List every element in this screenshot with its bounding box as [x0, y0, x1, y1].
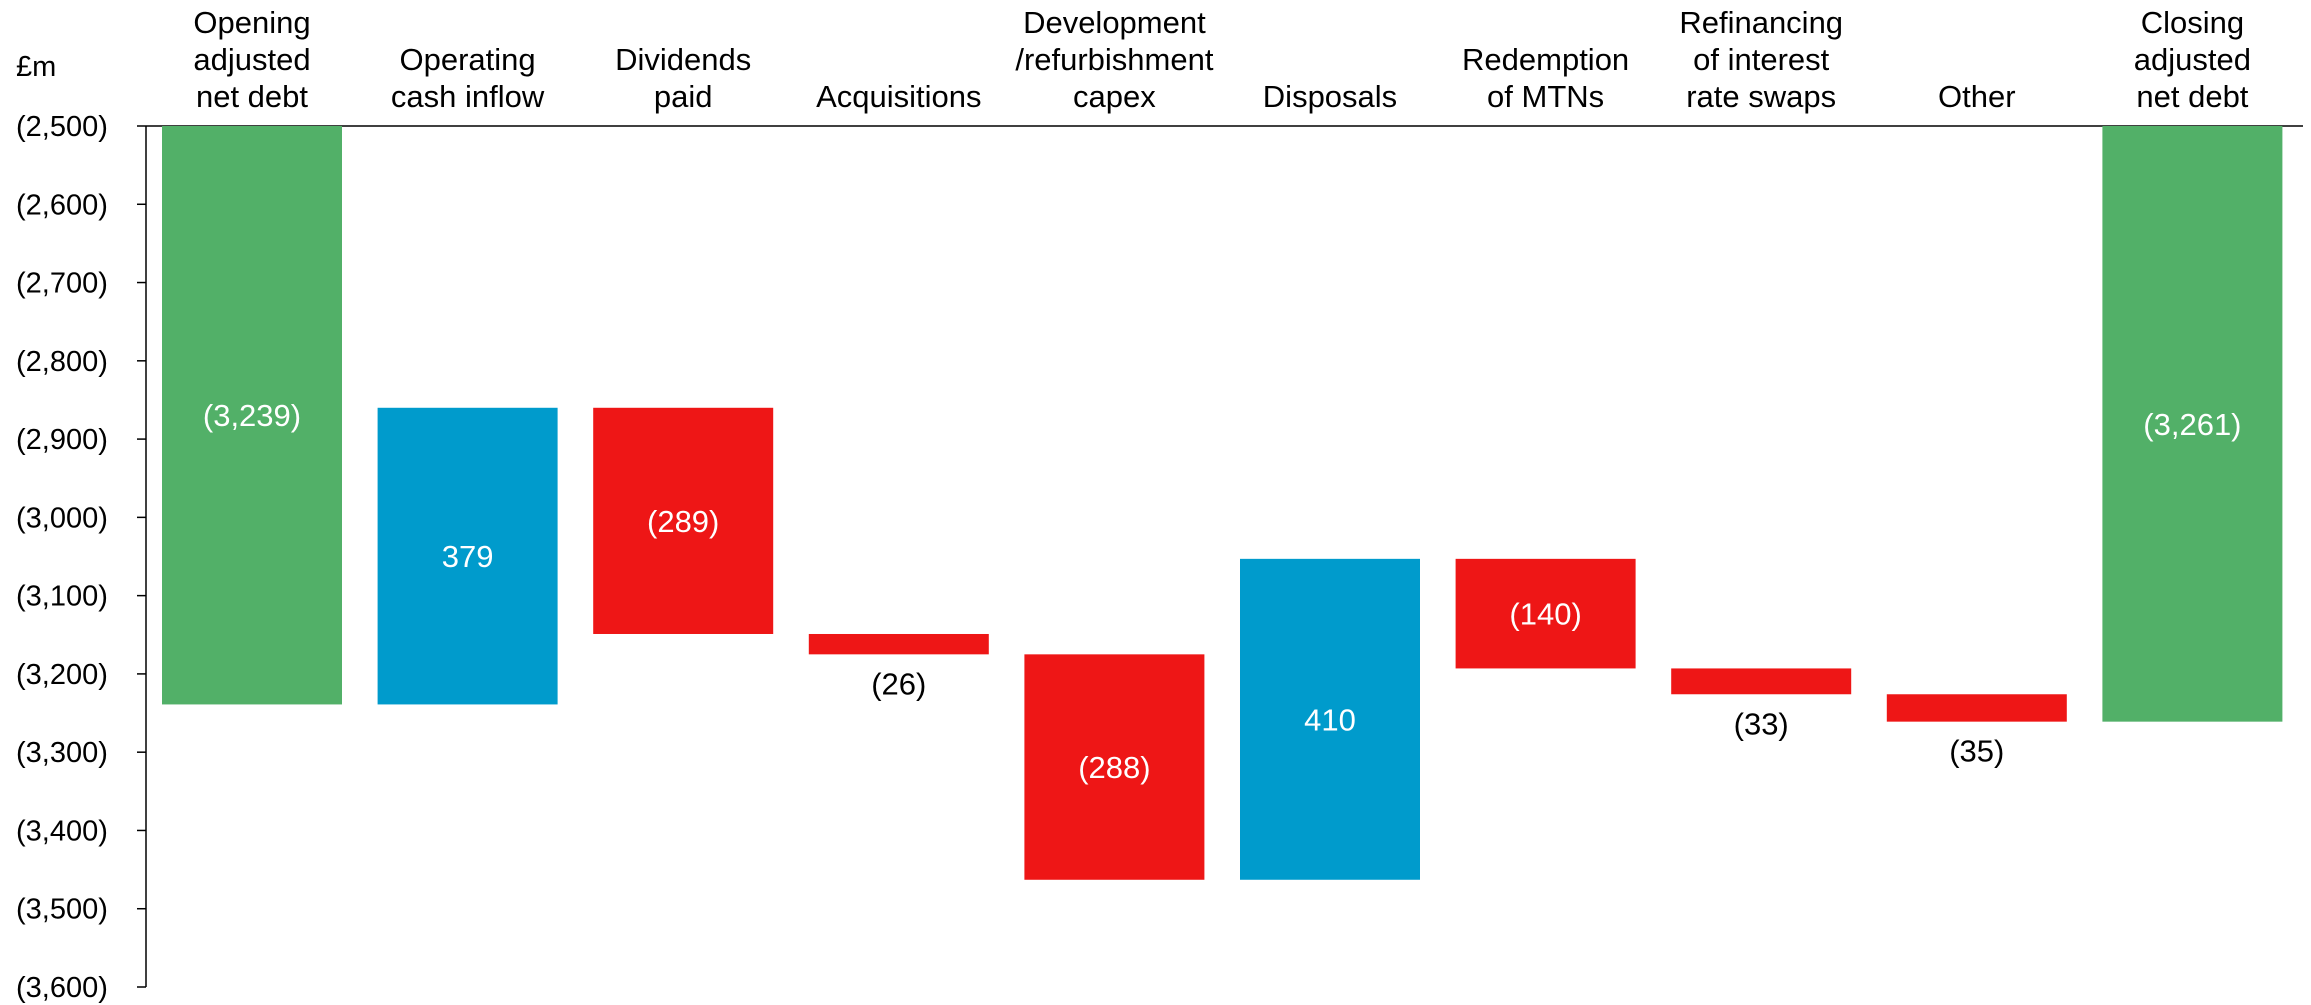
bar-value-label: (140) — [1509, 597, 1581, 632]
bar-total — [162, 126, 342, 705]
bar-decrease — [1455, 558, 1636, 669]
bar-decrease — [1886, 694, 2067, 722]
unit-label: £m — [16, 51, 56, 83]
category-label: Refinancing — [1679, 5, 1843, 40]
category-label: Dividends — [615, 42, 751, 77]
category-label: cash inflow — [391, 79, 545, 114]
bar-total — [2102, 126, 2283, 722]
category-label: Closing — [2141, 5, 2244, 40]
category-label: rate swaps — [1686, 79, 1836, 114]
category-label: Acquisitions — [816, 79, 981, 114]
bar-value-label: (35) — [1949, 734, 2004, 769]
y-tick-label: (2,800) — [16, 346, 108, 378]
bar-value-label: (289) — [647, 504, 719, 539]
y-tick-label: (2,500) — [16, 111, 108, 143]
bar-decrease — [1024, 654, 1205, 880]
bar-value-label: (3,261) — [2143, 407, 2241, 442]
y-tick-label: (3,200) — [16, 659, 108, 691]
bar-increase — [377, 407, 558, 705]
y-tick-label: (3,500) — [16, 894, 108, 926]
bar-value-label: 379 — [442, 539, 494, 574]
y-tick-label: (3,600) — [16, 972, 108, 1004]
category-label: of interest — [1693, 42, 1830, 77]
category-label: Disposals — [1263, 79, 1397, 114]
bar-value-label: (3,239) — [203, 398, 301, 433]
bar-layer — [162, 126, 2283, 880]
category-label: of MTNs — [1487, 79, 1604, 114]
category-label: net debt — [2136, 79, 2248, 114]
y-tick-label: (3,400) — [16, 815, 108, 847]
category-label: paid — [654, 79, 713, 114]
bar-value-label: (26) — [871, 666, 926, 701]
category-label: Opening — [193, 5, 310, 40]
category-label: adjusted — [193, 42, 310, 77]
bar-value-label: (288) — [1078, 750, 1150, 785]
category-label: Development — [1023, 5, 1206, 40]
category-label: capex — [1073, 79, 1156, 114]
category-label: /refurbishment — [1015, 42, 1214, 77]
y-tick-label: (2,600) — [16, 189, 108, 221]
y-tick-label: (3,000) — [16, 502, 108, 534]
category-label: net debt — [196, 79, 308, 114]
bar-decrease — [593, 407, 774, 634]
bar-decrease — [1671, 668, 1852, 695]
category-label: adjusted — [2134, 42, 2251, 77]
category-label: Other — [1938, 79, 2016, 114]
y-tick-label: (3,100) — [16, 581, 108, 613]
bar-decrease — [808, 633, 989, 655]
y-tick-label: (3,300) — [16, 737, 108, 769]
category-label: Redemption — [1462, 42, 1629, 77]
y-tick-label: (2,900) — [16, 424, 108, 456]
axis-layer: (2,500) (2,600) (2,700) (2,800) (2,900) (3,00… — [16, 111, 2303, 1004]
bar-increase — [1240, 558, 1420, 880]
category-label: Operating — [400, 42, 536, 77]
y-tick-label: (2,700) — [16, 268, 108, 300]
bar-value-label: 410 — [1304, 702, 1356, 737]
bar-value-label: (33) — [1734, 706, 1789, 741]
